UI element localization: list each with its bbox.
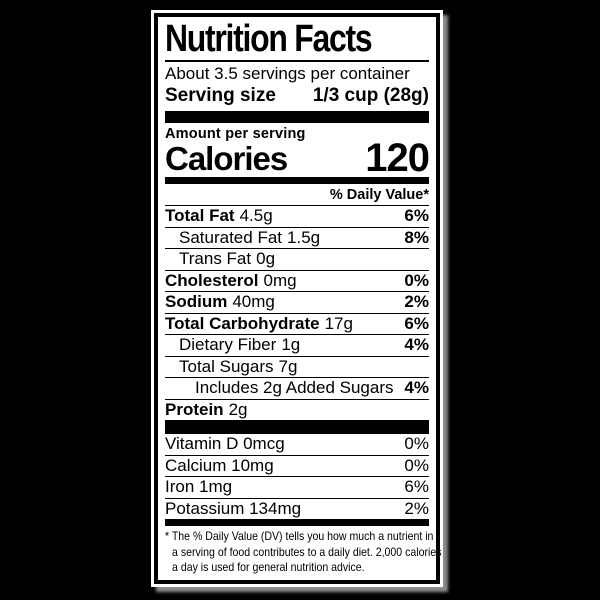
nutrient-dv: 4% — [404, 335, 429, 354]
micronutrient-name: Iron 1mg — [165, 477, 233, 496]
nutrient-row-total-fat: Total Fat 4.5g 6% — [165, 205, 429, 227]
label-title: Nutrition Facts — [165, 18, 373, 60]
nutrient-row-total-sugars: Total Sugars 7g — [165, 355, 429, 378]
footnote: * The % Daily Value (DV) tells you how m… — [165, 526, 442, 576]
nutrient-row-total-carbohydrate: Total Carbohydrate 17g 6% — [165, 312, 429, 335]
nutrient-name: Trans Fat — [179, 249, 252, 268]
nutrient-name: Total Fat — [165, 206, 235, 225]
nutrient-name: Cholesterol — [165, 270, 259, 290]
medium-divider-calories — [165, 177, 429, 184]
nutrient-name: Dietary Fiber — [179, 335, 277, 354]
nutrient-row-added-sugars: Includes 2g Added Sugars 4% — [165, 377, 429, 399]
nutrient-dv: 6% — [404, 313, 429, 333]
micronutrient-row-iron: Iron 1mg 6% — [165, 476, 429, 498]
nutrient-row-protein: Protein 2g — [165, 398, 429, 421]
calories-label: Calories — [165, 140, 288, 177]
nutrient-name: Protein — [165, 399, 224, 419]
medium-divider-footnote — [165, 519, 429, 526]
serving-size-row: Serving size 1/3 cup (28g) — [165, 84, 429, 111]
nutrition-facts-label: Nutrition Facts About 3.5 servings per c… — [151, 10, 443, 587]
footnote-line: a day is used for general nutrition advi… — [172, 560, 365, 574]
amount-per-serving-label: Amount per serving — [165, 126, 306, 142]
nutrient-row-sodium: Sodium 40mg 2% — [165, 291, 429, 313]
micronutrient-row-calcium: Calcium 10mg 0% — [165, 454, 429, 477]
servings-per-container: About 3.5 servings per container — [165, 64, 410, 83]
nutrient-name: Includes 2g Added Sugars — [195, 378, 394, 397]
nutrient-name: Total Carbohydrate — [165, 313, 320, 333]
label-frame: Nutrition Facts About 3.5 servings per c… — [154, 13, 442, 584]
nutrient-amount: 17g — [324, 313, 353, 333]
micronutrient-name: Calcium 10mg — [165, 455, 274, 475]
nutrient-name: Sodium — [165, 292, 228, 311]
nutrient-amount: 1g — [281, 335, 301, 354]
serving-size-value: 1/3 cup (28g) — [312, 85, 429, 106]
nutrient-amount: 0mg — [263, 270, 297, 290]
daily-value-header: % Daily Value* — [329, 187, 429, 203]
micronutrient-dv: 0% — [404, 434, 429, 453]
nutrient-amount: 7g — [278, 356, 298, 376]
micronutrient-row-vitamin-d: Vitamin D 0mcg 0% — [165, 434, 429, 455]
nutrient-row-saturated-fat: Saturated Fat 1.5g 8% — [165, 226, 429, 249]
micronutrient-name: Potassium 134mg — [165, 498, 302, 518]
nutrient-amount: 2g — [228, 399, 248, 419]
nutrient-dv: 0% — [404, 270, 429, 290]
serving-size-label: Serving size — [165, 85, 276, 106]
nutrient-dv: 2% — [404, 292, 429, 311]
nutrient-row-trans-fat: Trans Fat 0g — [165, 248, 429, 270]
calories-value: 120 — [365, 136, 430, 180]
nutrient-dv: 8% — [404, 227, 429, 247]
title-divider — [165, 60, 429, 62]
thick-divider-protein — [165, 420, 429, 434]
nutrient-name: Saturated Fat — [179, 227, 283, 247]
nutrient-row-dietary-fiber: Dietary Fiber 1g 4% — [165, 334, 429, 356]
nutrient-row-cholesterol: Cholesterol 0mg 0% — [165, 269, 429, 292]
thick-divider-top — [165, 111, 429, 123]
nutrient-amount: 40mg — [232, 292, 275, 311]
micronutrient-dv: 6% — [404, 477, 429, 496]
calories-row: Calories 120 — [165, 136, 430, 180]
nutrient-amount: 4.5g — [239, 206, 273, 225]
nutrient-dv: 6% — [404, 206, 429, 225]
micronutrient-row-potassium: Potassium 134mg 2% — [165, 497, 429, 520]
micronutrient-dv: 2% — [404, 498, 429, 518]
nutrient-amount: 1.5g — [287, 227, 321, 247]
micronutrient-dv: 0% — [404, 455, 429, 475]
nutrient-name: Total Sugars — [179, 356, 274, 376]
footnote-line: * The % Daily Value (DV) tells you how m… — [165, 529, 434, 543]
nutrient-amount: 0g — [256, 249, 276, 268]
nutrient-dv: 4% — [404, 378, 429, 397]
footnote-line: a serving of food contributes to a daily… — [172, 544, 442, 559]
micronutrient-name: Vitamin D 0mcg — [165, 434, 285, 453]
